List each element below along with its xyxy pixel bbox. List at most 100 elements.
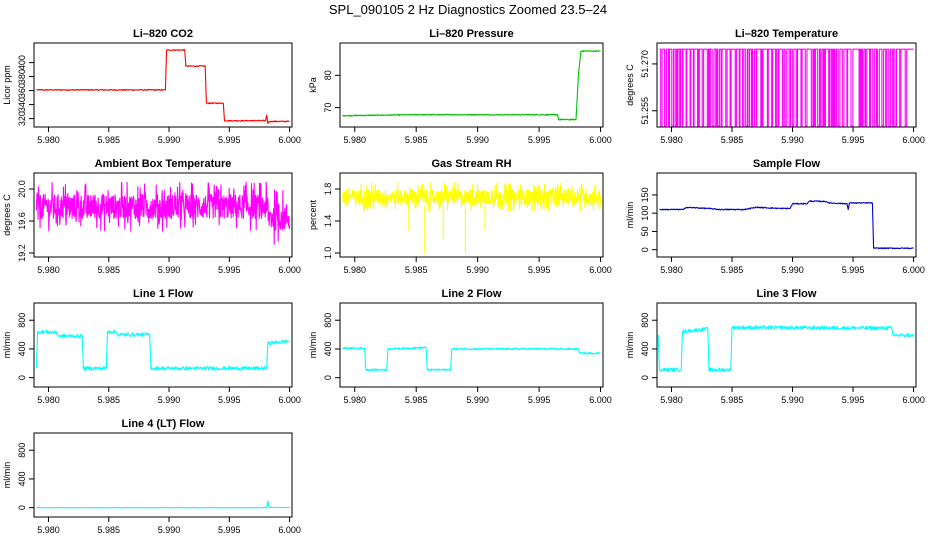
chart-panel-6: Sample Flow ml/min 5.980 5.985 5.990 5.995 6.0… (625, 158, 925, 275)
x-tick-label: 5.985 (97, 265, 120, 275)
x-tick-label: 5.985 (721, 395, 744, 405)
y-axis-label: kPa (308, 77, 318, 93)
y-tick-label: 51.255 (640, 97, 650, 125)
x-tick-label: 5.990 (158, 525, 181, 535)
plot-frame (33, 42, 293, 128)
y-tick-label: 0 (17, 375, 27, 380)
x-tick-label: 5.995 (528, 395, 551, 405)
y-axis-label: percent (308, 199, 318, 230)
chart-panel-8: Line 2 Flow ml/min 5.980 5.985 5.990 5.995 6.0… (308, 288, 612, 405)
series-line (36, 48, 290, 125)
y-axis-label: ml/min (2, 462, 12, 489)
y-tick-label: 150 (640, 187, 650, 202)
plot-frame (339, 172, 604, 258)
x-tick-label: 6.000 (902, 395, 925, 405)
x-tick-label: 5.980 (660, 395, 683, 405)
panel-title: Li–820 CO2 (133, 28, 193, 40)
x-tick-label: 5.995 (528, 265, 551, 275)
y-axis-label: ml/min (625, 202, 635, 229)
x-tick-label: 5.985 (721, 135, 744, 145)
y-tick-label: 1.8 (323, 183, 333, 196)
y-tick-label: 70 (323, 103, 333, 113)
x-tick-label: 6.000 (902, 265, 925, 275)
y-tick-label: 80 (323, 70, 333, 80)
y-tick-label: 19.6 (17, 212, 27, 230)
y-tick-label: 360 (17, 83, 27, 98)
x-tick-label: 6.000 (589, 265, 612, 275)
x-tick-label: 5.980 (343, 395, 366, 405)
x-tick-label: 6.000 (278, 265, 301, 275)
panel-title: Line 1 Flow (133, 288, 193, 300)
series-line (36, 500, 290, 509)
x-tick-label: 5.980 (343, 135, 366, 145)
x-tick-label: 5.985 (97, 395, 120, 405)
plot-frame (656, 42, 917, 128)
y-tick-label: 50 (640, 226, 650, 236)
x-tick-label: 5.995 (842, 265, 865, 275)
y-tick-label: 1.4 (323, 215, 333, 228)
series-line (342, 50, 601, 121)
y-axis-label: Licor ppm (2, 65, 12, 105)
series-line (659, 48, 914, 127)
y-axis-label: degrees C (2, 194, 12, 236)
y-tick-label: 0 (323, 375, 333, 380)
x-tick-label: 5.980 (660, 265, 683, 275)
chart-panel-7: Line 1 Flow ml/min 5.980 5.985 5.990 5.995 6.0… (2, 288, 301, 405)
chart-panel-9: Line 3 Flow ml/min 5.980 5.985 5.990 5.995 6.0… (625, 288, 925, 405)
y-tick-label: 400 (323, 341, 333, 356)
chart-panel-3: Li–820 Temperature degrees C 5.980 5.985 5.9… (625, 28, 925, 145)
panel-title: Ambient Box Temperature (95, 158, 232, 170)
panel-title: Li–820 Pressure (429, 28, 513, 40)
x-tick-label: 5.990 (781, 135, 804, 145)
x-tick-label: 5.990 (158, 265, 181, 275)
y-axis-label: ml/min (2, 332, 12, 359)
y-tick-label: 51.270 (640, 50, 650, 78)
x-tick-label: 5.980 (37, 525, 60, 535)
y-tick-label: 800 (323, 313, 333, 328)
y-tick-label: 400 (17, 471, 27, 486)
y-axis-label: ml/min (308, 332, 318, 359)
y-axis-label: degrees C (625, 64, 635, 106)
plot-frame (339, 302, 604, 388)
x-tick-label: 5.985 (405, 265, 428, 275)
y-tick-label: 400 (640, 341, 650, 356)
plot-frame (339, 42, 604, 128)
panel-title: Gas Stream RH (431, 158, 511, 170)
x-tick-label: 5.980 (37, 395, 60, 405)
x-tick-label: 5.980 (343, 265, 366, 275)
x-tick-label: 5.995 (218, 265, 241, 275)
y-tick-label: 0 (640, 247, 650, 252)
panel-title: Line 3 Flow (757, 288, 817, 300)
x-tick-label: 5.995 (218, 135, 241, 145)
x-tick-label: 6.000 (589, 135, 612, 145)
x-tick-label: 5.985 (97, 525, 120, 535)
series-line (35, 181, 291, 245)
x-tick-label: 5.990 (158, 395, 181, 405)
y-tick-label: 0 (640, 375, 650, 380)
x-tick-label: 5.985 (97, 135, 120, 145)
x-tick-label: 5.990 (781, 395, 804, 405)
x-tick-label: 5.980 (37, 265, 60, 275)
x-tick-label: 5.995 (528, 135, 551, 145)
plot-frame (33, 172, 293, 258)
series-line (659, 200, 914, 250)
x-tick-label: 5.995 (218, 395, 241, 405)
chart-panel-5: Gas Stream RH percent 5.980 5.985 5.990 5.995… (308, 158, 612, 275)
plot-frame (33, 302, 293, 388)
x-tick-label: 5.980 (37, 135, 60, 145)
series-line (657, 325, 915, 373)
series-line (342, 346, 601, 372)
chart-panel-4: Ambient Box Temperature degrees C 5.980 5.9… (2, 158, 301, 275)
x-tick-label: 5.995 (842, 395, 865, 405)
x-tick-label: 5.990 (466, 395, 489, 405)
panel-title: Line 2 Flow (442, 288, 502, 300)
x-tick-label: 6.000 (278, 525, 301, 535)
x-tick-label: 5.990 (466, 265, 489, 275)
x-tick-label: 6.000 (278, 135, 301, 145)
x-tick-label: 5.995 (218, 525, 241, 535)
panel-title: Line 4 (LT) Flow (122, 418, 205, 430)
x-tick-label: 5.995 (842, 135, 865, 145)
y-tick-label: 800 (640, 313, 650, 328)
